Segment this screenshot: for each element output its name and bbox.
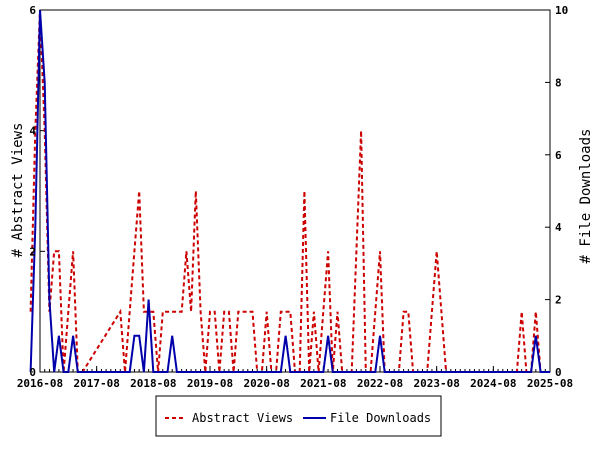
x-tick-label: 2018-08 [130,377,176,390]
y-right-tick-label: 8 [555,76,562,89]
y-axis-left-title: # Abstract Views [10,123,26,258]
x-tick-label: 2016-08 [17,377,63,390]
x-tick-label: 2025-08 [527,377,573,390]
legend-box [155,395,442,437]
y-left-tick-label: 4 [29,125,36,138]
y-right-tick-label: 6 [555,149,562,162]
x-tick-label: 2022-08 [357,377,403,390]
legend-label-file-downloads: File Downloads [330,411,431,425]
series-line-abstract-views [29,9,550,373]
y-left-tick-label: 0 [29,366,36,379]
x-tick-label: 2017-08 [73,377,119,390]
x-tick-label: 2019-08 [187,377,233,390]
x-tick-label: 2024-08 [470,377,516,390]
series-layer [29,9,550,373]
x-tick-label: 2023-08 [413,377,459,390]
y-right-tick-label: 4 [555,221,562,234]
y-right-tick-label: 2 [555,294,562,307]
y-left-tick-label: 6 [29,4,36,17]
y-axis-right-title: # File Downloads [578,129,594,264]
legend-label-abstract-views: Abstract Views [192,411,293,425]
series-line-file-downloads [29,9,550,373]
x-tick-label: 2021-08 [300,377,346,390]
tick-labels: 2016-08 2017-08 2018-08 2019-08 2020-08 2021-… [17,4,573,390]
y-right-tick-label: 10 [555,4,568,17]
x-tick-label: 2020-08 [243,377,289,390]
legend: Abstract Views File Downloads [155,395,442,437]
y-left-tick-label: 2 [29,245,36,258]
y-right-tick-label: 0 [555,366,562,379]
